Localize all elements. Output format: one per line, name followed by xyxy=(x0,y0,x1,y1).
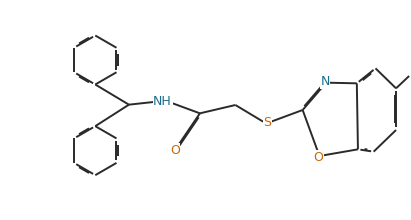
Text: N: N xyxy=(321,75,330,88)
Text: S: S xyxy=(263,116,271,129)
Text: NH: NH xyxy=(153,95,172,108)
Text: O: O xyxy=(170,143,180,156)
Text: O: O xyxy=(314,150,323,163)
